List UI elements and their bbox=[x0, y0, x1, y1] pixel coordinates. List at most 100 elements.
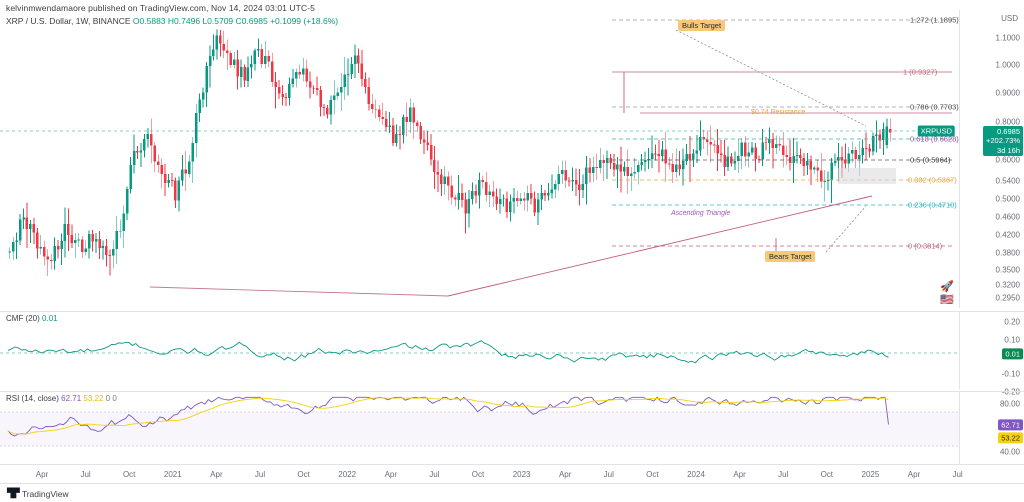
ascending-trendline-left bbox=[149, 286, 449, 297]
rsi-legend-value: 62.71 bbox=[61, 394, 82, 403]
time-tick: 2022 bbox=[338, 470, 357, 479]
sticker-group[interactable]: 🚀 🇺🇸 bbox=[940, 282, 954, 306]
ohlc-open: O0.5883 bbox=[132, 16, 166, 26]
time-tick: Oct bbox=[471, 470, 485, 479]
fib-label-0786: 0.786 (0.7703) bbox=[910, 102, 959, 112]
rsi-axis[interactable]: 80.00 40.00 62.71 53.22 bbox=[959, 391, 1024, 464]
rsi-tick: 40.00 bbox=[999, 447, 1020, 457]
bears-target-note[interactable]: Bears Target bbox=[765, 251, 816, 262]
bulls-target-arrow bbox=[675, 29, 867, 127]
time-tick: Jul bbox=[429, 470, 440, 479]
cmf-tick: -0.10 bbox=[1001, 369, 1020, 379]
price-tick: 0.3500 bbox=[995, 265, 1020, 275]
symbol-price-tag: XRPUSD bbox=[917, 125, 955, 137]
bears-target-arrow bbox=[825, 205, 867, 253]
tradingview-mark-icon: ▜▛ bbox=[7, 488, 20, 498]
bulls-target-note[interactable]: Bulls Target bbox=[678, 20, 726, 31]
ohlc-close: C0.6985 bbox=[235, 16, 268, 26]
ascending-trendline bbox=[447, 195, 873, 297]
pattern-label: Ascending Triangle bbox=[671, 210, 731, 217]
price-tick: 0.8000 bbox=[995, 117, 1020, 127]
price-tick: 1.0000 bbox=[995, 60, 1020, 70]
cmf-legend[interactable]: CMF (20) 0.01 bbox=[6, 314, 58, 323]
rsi-series bbox=[0, 396, 959, 447]
fib-label-05: 0.5 (0.5964) bbox=[910, 155, 951, 165]
usa-flag-icon: 🇺🇸 bbox=[940, 294, 954, 306]
rsi-legend-extra2: 0 bbox=[112, 394, 117, 403]
rsi-tick: 80.00 bbox=[999, 399, 1020, 409]
price-tick: 0.3200 bbox=[995, 280, 1020, 290]
rocket-icon: 🚀 bbox=[940, 281, 954, 293]
time-tick: Jul bbox=[603, 470, 614, 479]
time-tick: 2021 bbox=[163, 470, 182, 479]
fib-label-1: 1 (0.9327) bbox=[903, 67, 938, 77]
bar-countdown: 3d 16h bbox=[997, 145, 1020, 155]
current-price-badge[interactable]: 0.6985 +202.73% 3d 16h bbox=[983, 125, 1023, 157]
cmf-series bbox=[0, 340, 959, 364]
ohlc-change: +0.1099 (+18.6%) bbox=[270, 16, 339, 26]
time-tick: Apr bbox=[210, 470, 223, 479]
rsi-value-badge[interactable]: 62.71 bbox=[998, 419, 1023, 431]
ohlc-high: H0.7496 bbox=[167, 16, 201, 26]
symbol-legend: XRP / U.S. Dollar, 1W, BINANCE O0.5883 H… bbox=[6, 16, 338, 26]
bottom-toolbar bbox=[0, 483, 1024, 502]
fib-zone-highlight bbox=[838, 168, 896, 184]
fib-label-0: 0 (0.3814) bbox=[908, 241, 943, 251]
fib-level-lines bbox=[612, 19, 952, 247]
price-tick: 1.1000 bbox=[995, 33, 1020, 43]
time-tick: Jul bbox=[254, 470, 266, 479]
symbol-title[interactable]: XRP / U.S. Dollar, 1W, BINANCE bbox=[6, 16, 131, 26]
time-axis[interactable]: Apr Jul Oct 2021 Apr Jul Oct 2022 Apr Jul Oct 2023 A… bbox=[0, 464, 1024, 484]
price-tick: 0.2950 bbox=[995, 293, 1020, 303]
price-tick: 0.6000 bbox=[995, 155, 1020, 165]
rsi-ma-value-badge[interactable]: 53.22 bbox=[998, 432, 1023, 444]
candlestick-series bbox=[8, 29, 892, 277]
time-tick: Apr bbox=[907, 470, 921, 479]
price-axis-unit: USD bbox=[1001, 14, 1018, 23]
price-tick: 0.4200 bbox=[995, 230, 1020, 240]
fib-label-1272: 1.272 (1.1895) bbox=[910, 15, 959, 25]
cmf-pane bbox=[0, 311, 959, 389]
time-tick: Apr bbox=[35, 470, 49, 479]
price-axis[interactable]: USD 1.1000 1.0000 0.9000 0.8000 0.6000 0… bbox=[959, 10, 1024, 308]
cmf-tick: 0.20 bbox=[1004, 317, 1020, 327]
time-tick: 2023 bbox=[512, 470, 531, 479]
cmf-axis[interactable]: 0.20 0.10 -0.10 -0.20 0.01 bbox=[959, 311, 1024, 397]
tradingview-brand-label: TradingView bbox=[21, 488, 69, 499]
cmf-tick: 0.10 bbox=[1004, 335, 1020, 345]
rsi-legend[interactable]: RSI (14, close) 62.71 53.22 0 0 bbox=[6, 394, 117, 403]
ohlc-low: L0.5709 bbox=[202, 16, 234, 26]
price-tick: 0.4600 bbox=[995, 212, 1020, 222]
fib-label-0382: 0.382 (0.5367) bbox=[908, 175, 957, 185]
rsi-legend-extra1: 0 bbox=[105, 394, 111, 403]
tradingview-logo[interactable]: ▜▛ TradingView bbox=[7, 488, 69, 499]
time-tick: Oct bbox=[820, 470, 834, 479]
cmf-legend-value: 0.01 bbox=[42, 314, 58, 323]
time-tick: Jul bbox=[952, 470, 963, 479]
time-tick: Jul bbox=[80, 470, 91, 479]
price-tick: 0.5000 bbox=[995, 194, 1020, 204]
rsi-pane bbox=[0, 391, 959, 464]
time-tick: Apr bbox=[733, 470, 746, 479]
resistance-label: $0.74 Resistance bbox=[751, 109, 806, 116]
fib-label-0618: 0.618 (0.6628) bbox=[910, 134, 959, 144]
price-tick: 0.5400 bbox=[995, 176, 1020, 186]
price-tick: 0.9000 bbox=[995, 88, 1020, 98]
time-tick: 2024 bbox=[687, 470, 705, 479]
time-tick: 2025 bbox=[861, 470, 880, 479]
cmf-tick: -0.20 bbox=[1001, 387, 1020, 397]
cmf-legend-name: CMF (20) bbox=[6, 314, 40, 323]
time-tick: Oct bbox=[122, 470, 136, 479]
time-tick: Jul bbox=[778, 470, 789, 479]
rsi-legend-ma: 53.22 bbox=[83, 394, 104, 403]
cmf-value-badge[interactable]: 0.01 bbox=[1002, 348, 1023, 360]
rsi-legend-name: RSI (14, close) bbox=[6, 394, 59, 403]
time-tick: Oct bbox=[297, 470, 310, 479]
current-price-change: +202.73% bbox=[986, 136, 1020, 146]
fib-label-0236: 0.236 (0.4710) bbox=[908, 200, 957, 210]
time-tick: Oct bbox=[646, 470, 659, 479]
time-tick: Apr bbox=[384, 470, 398, 479]
time-tick: Apr bbox=[558, 470, 572, 479]
price-tick: 0.3800 bbox=[995, 248, 1020, 258]
